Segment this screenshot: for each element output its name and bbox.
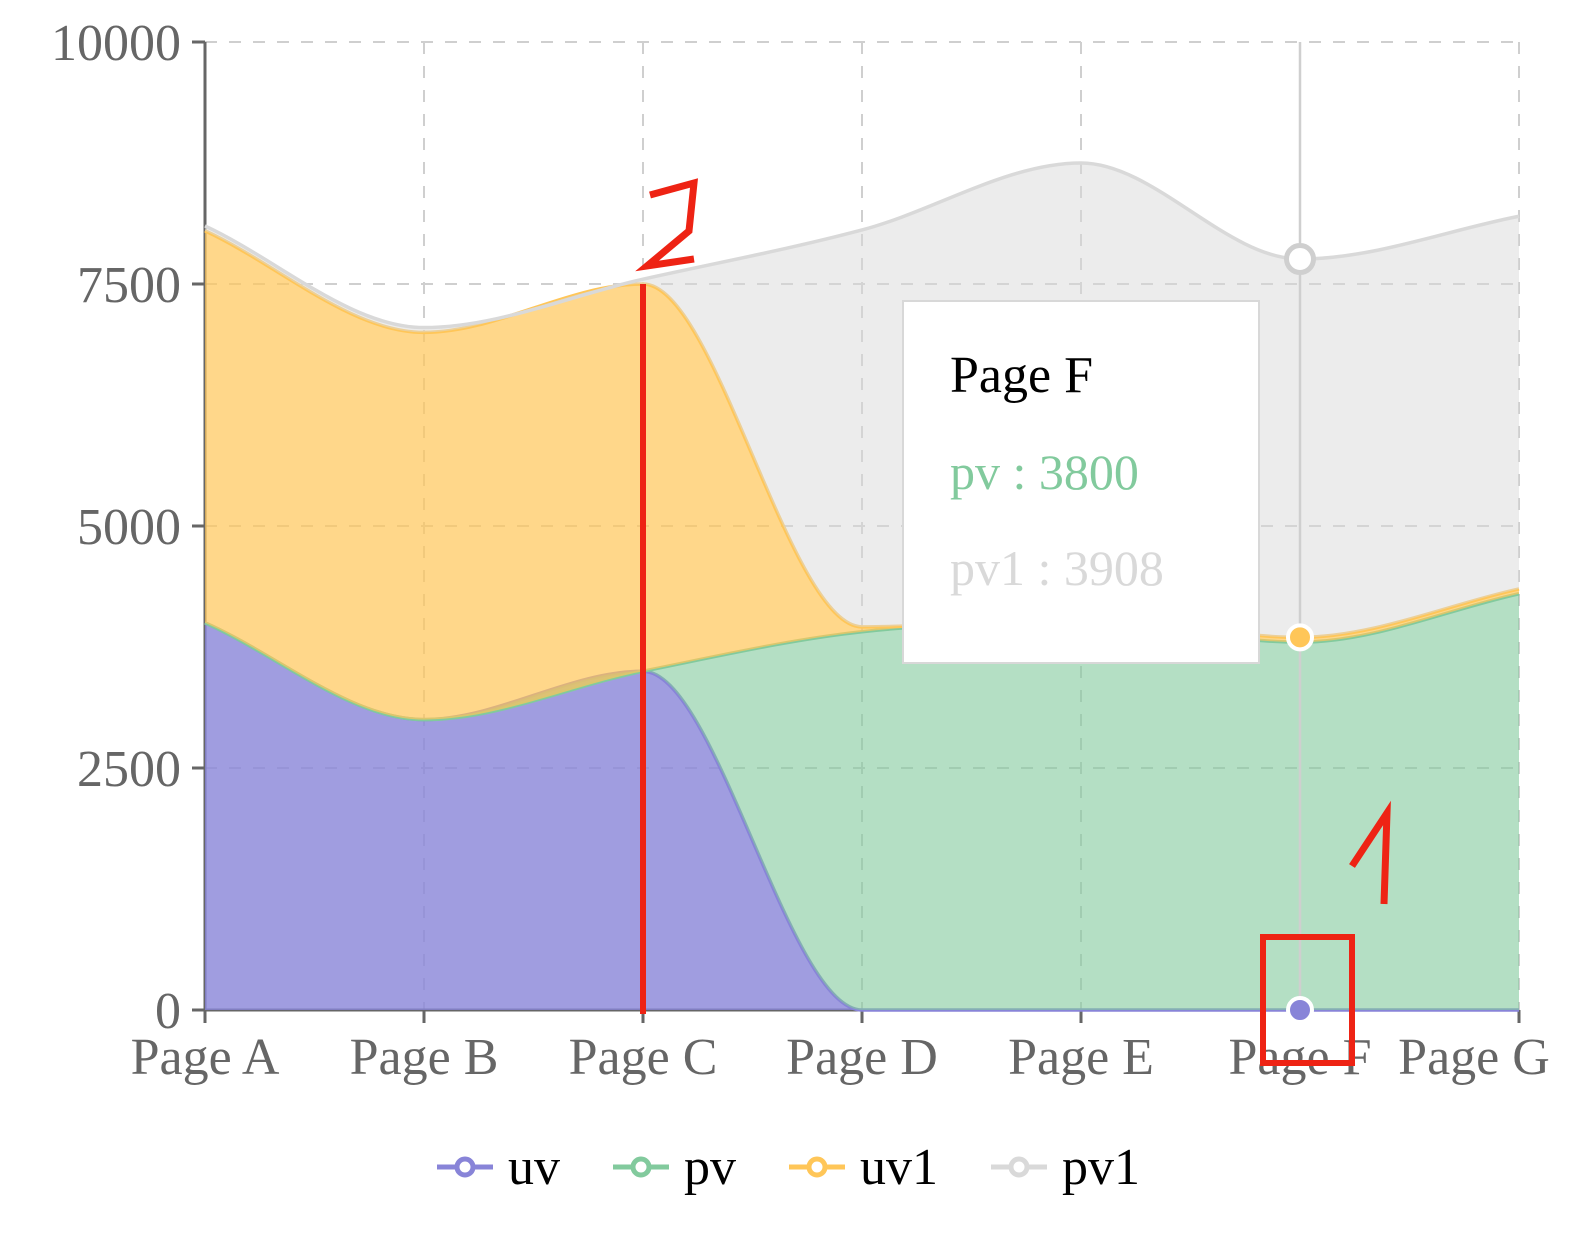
chart-legend: uv pv uv1 pv1 — [0, 1122, 1576, 1212]
x-tick-label: Page C — [569, 1029, 718, 1086]
active-dot-pv1 — [1284, 243, 1316, 276]
y-tick-label: 10000 — [51, 15, 181, 72]
legend-line-icon — [789, 1156, 845, 1178]
x-tick-label: Page D — [786, 1029, 938, 1086]
tooltip-title: Page F — [950, 347, 1093, 404]
red-annotations — [635, 178, 1391, 1066]
area-uv — [205, 622, 1519, 1010]
active-dot-uv — [1286, 996, 1314, 1024]
legend-label: uv — [508, 1138, 560, 1196]
chart-tooltip: Page F pv : 3800 pv1 : 3908 — [902, 300, 1260, 664]
legend-item-pv: pv — [612, 1138, 736, 1197]
annotation-red-box — [1260, 934, 1355, 1066]
x-tick-label: Page F — [1229, 1029, 1372, 1086]
active-dots — [1284, 243, 1316, 1024]
annotation-digit-2 — [635, 178, 699, 272]
x-tick-label: Page E — [1008, 1029, 1154, 1086]
annotation-digit-1 — [1349, 800, 1391, 905]
legend-item-pv1: pv1 — [990, 1138, 1140, 1197]
legend-item-uv1: uv1 — [788, 1138, 938, 1197]
active-dot-uv1 — [1286, 623, 1314, 652]
legend-line-icon — [991, 1156, 1047, 1178]
legend-line-icon — [613, 1156, 669, 1178]
tooltip-row-pv: pv : 3800 — [950, 444, 1139, 500]
y-tick-label: 5000 — [77, 499, 181, 556]
area-uv1 — [205, 230, 1519, 720]
tooltip-row-pv1: pv1 : 3908 — [950, 540, 1164, 596]
area-series — [204, 161, 1520, 1012]
legend-line-icon — [437, 1156, 493, 1178]
x-tick-label: Page B — [350, 1029, 499, 1086]
legend-item-uv: uv — [436, 1138, 560, 1197]
legend-label: pv1 — [1062, 1138, 1140, 1196]
legend-label: uv1 — [860, 1138, 938, 1196]
tooltip-rows: pv : 3800 pv1 : 3908 — [950, 443, 1212, 597]
x-tick-label: Page G — [1398, 1029, 1550, 1086]
y-tick-label: 0 — [155, 983, 181, 1040]
x-tick-label: Page A — [131, 1029, 280, 1086]
legend-label: pv — [684, 1138, 736, 1196]
y-tick-label: 7500 — [77, 257, 181, 314]
y-tick-label: 2500 — [77, 741, 181, 798]
